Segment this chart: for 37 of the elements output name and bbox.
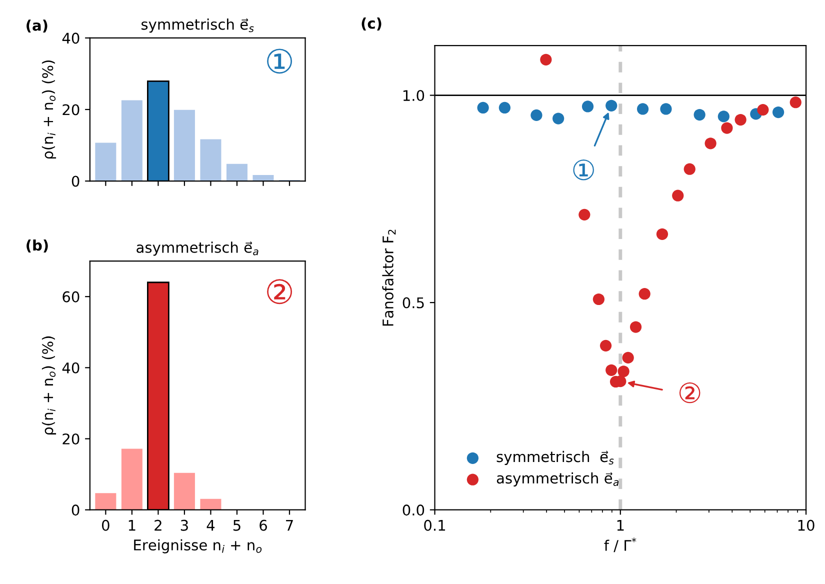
chart-title: asymmetrisch e⃗$_{a}$ xyxy=(136,242,258,256)
x-tick-label: 10 xyxy=(798,520,814,531)
y-tick-label: 0 xyxy=(72,176,80,187)
y-tick-label: 1.0 xyxy=(403,90,424,102)
x-tick-label: 3 xyxy=(180,520,188,531)
annotation: ① xyxy=(573,159,594,180)
chart-title: symmetrisch e⃗$_{s}$ xyxy=(142,18,254,33)
y-tick-label: 60 xyxy=(62,291,80,302)
legend-label: symmetrisch e⃗$_{s}$ xyxy=(496,450,614,466)
y-tick-label: 0.5 xyxy=(402,297,424,308)
y-axis-title: ρ(n$_{i}$ + n$_{o}$) (%) xyxy=(42,336,56,434)
y-tick-label: 0.0 xyxy=(402,504,424,516)
x-axis-title: Ereignisse n$_{i}$ + n$_{o}$ xyxy=(134,539,262,554)
x-tick-label: 6 xyxy=(260,520,267,531)
x-tick-label: 5 xyxy=(233,520,240,531)
y-axis-title: Fanofaktor F$_{2}$ xyxy=(382,230,396,326)
legend-label: asymmetrisch e⃗$_{a}$ xyxy=(496,472,619,486)
text: (b) xyxy=(26,239,48,252)
annotation: ② xyxy=(267,279,292,304)
x-tick-label: 0 xyxy=(102,520,110,531)
y-tick-label: 0 xyxy=(72,504,80,516)
x-tick-label: 2 xyxy=(154,520,162,531)
y-tick-label: 20 xyxy=(62,433,80,444)
annotation: ① xyxy=(267,48,292,74)
text: (c) xyxy=(362,18,382,31)
x-tick-label: 7 xyxy=(286,520,293,531)
text: (a) xyxy=(26,20,48,33)
x-tick-label: 1 xyxy=(617,520,624,531)
x-tick-label: 0.1 xyxy=(424,520,446,531)
annotation: ② xyxy=(679,382,700,404)
x-tick-label: 4 xyxy=(206,520,215,531)
y-axis-title: ρ(n$_{i}$ + n$_{o}$) (%) xyxy=(42,60,56,159)
y-tick-label: 40 xyxy=(62,32,80,44)
x-tick-label: 1 xyxy=(128,520,136,531)
y-tick-label: 40 xyxy=(62,362,80,374)
y-tick-label: 20 xyxy=(62,104,80,116)
x-axis-title: f / Γ$^{*}$ xyxy=(604,538,636,552)
